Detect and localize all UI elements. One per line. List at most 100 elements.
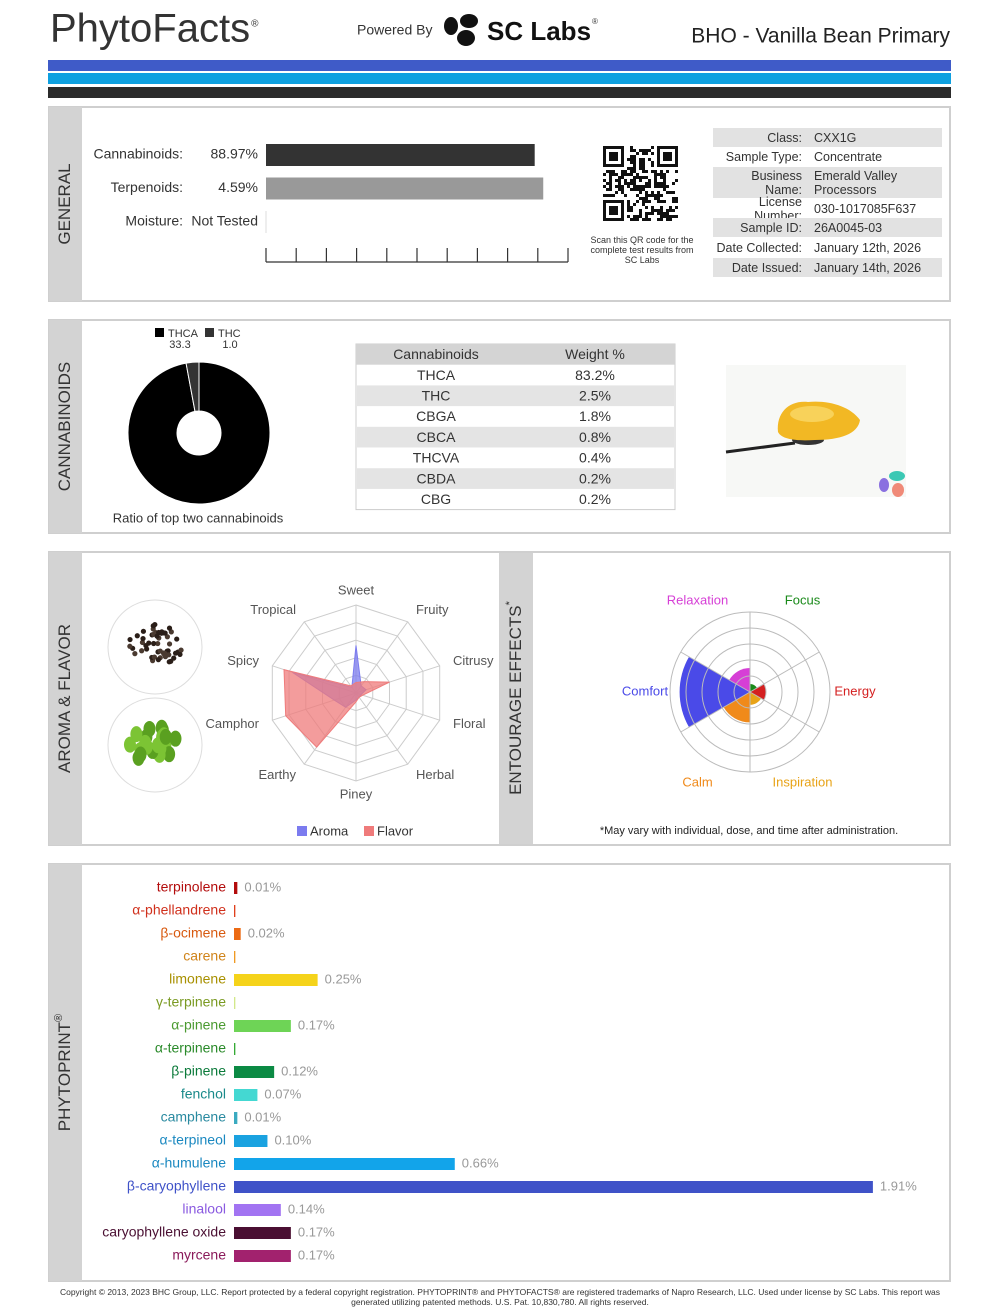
qr-module <box>663 179 666 182</box>
qr-module <box>645 206 648 209</box>
info-row: Sample Type: Concentrate <box>713 147 942 166</box>
qr-module <box>645 212 648 215</box>
radar-axis-label: Spicy <box>227 653 259 668</box>
qr-module <box>633 176 636 179</box>
qr-module <box>654 170 657 173</box>
peppercorn <box>134 633 140 639</box>
legend-swatch <box>297 826 307 836</box>
qr-module <box>609 188 612 191</box>
table-cell: THCA <box>417 367 456 383</box>
table-cell: CBG <box>421 491 451 507</box>
terpene-bar <box>234 1043 236 1055</box>
polar-spoke <box>680 651 751 693</box>
qr-module <box>606 182 609 185</box>
qr-finder <box>603 200 624 221</box>
qr-module <box>630 188 633 191</box>
qr-module <box>660 182 663 185</box>
peppercorn <box>166 641 173 647</box>
section-strip <box>49 864 82 1281</box>
legend-label: Flavor <box>377 823 414 838</box>
qr-module <box>630 173 633 176</box>
radar-axis-label: Sweet <box>338 582 375 597</box>
qr-module <box>657 185 660 188</box>
qr-module <box>639 176 642 179</box>
qr-module <box>609 173 612 176</box>
table-cell: 0.2% <box>579 470 611 486</box>
qr-module <box>642 197 645 200</box>
qr-module <box>645 185 648 188</box>
lab-mark: ® <box>592 17 598 26</box>
qr-module <box>660 200 663 203</box>
qr-module <box>633 155 636 158</box>
section-label: PHYTOPRINT® <box>53 1014 75 1131</box>
section-label-text: GENERAL <box>55 163 74 244</box>
terpene-bar <box>234 1135 268 1147</box>
brand: PhytoFacts <box>50 7 250 51</box>
qr-code <box>603 146 678 221</box>
qr-module <box>618 182 621 185</box>
qr-module <box>624 194 627 197</box>
qr-module <box>612 170 615 173</box>
terpene-name: α-phellandrene <box>132 902 226 918</box>
qr-module <box>636 218 639 221</box>
qr-module <box>672 209 675 212</box>
qr-module <box>636 152 639 155</box>
footer: Copyright © 2013, 2023 BHC Group, LLC. R… <box>59 1287 941 1307</box>
qr-module <box>624 179 627 182</box>
terpene-bar <box>234 1250 291 1262</box>
qr-module <box>642 167 645 170</box>
info-value: 030-1017085F637 <box>814 201 917 216</box>
qr-module <box>633 149 636 152</box>
qr-module <box>657 200 660 203</box>
qr-module <box>627 203 630 206</box>
section-label-mark: * <box>504 600 516 605</box>
qr-module <box>627 200 630 203</box>
qr-module <box>636 185 639 188</box>
terpene-name: myrcene <box>172 1247 226 1263</box>
info-row: Sample ID: 26A0045-03 <box>713 218 942 237</box>
terpene-value-label: 0.01% <box>244 1109 281 1124</box>
qr-finder <box>657 146 678 167</box>
peppercorn <box>162 654 169 660</box>
qr-module <box>615 179 618 182</box>
qr-module <box>603 185 606 188</box>
peppercorn <box>140 628 147 634</box>
qr-module <box>645 191 648 194</box>
qr-module <box>639 188 642 191</box>
qr-module <box>624 182 627 185</box>
table-header-cell: Cannabinoids <box>393 346 479 362</box>
info-value: January 14th, 2026 <box>814 260 922 275</box>
qr-module <box>660 209 663 212</box>
qr-module <box>630 149 633 152</box>
qr-module <box>642 176 645 179</box>
terpene-bar <box>234 882 238 894</box>
qr-module <box>654 179 657 182</box>
lab-name: SC Labs <box>487 16 591 46</box>
section-label: AROMA & FLAVOR <box>55 624 74 773</box>
table-cell: 0.8% <box>579 429 611 445</box>
qr-module <box>645 176 648 179</box>
bar-label: Terpenoids: <box>111 179 183 195</box>
qr-module <box>615 191 618 194</box>
qr-module <box>630 170 633 173</box>
terpene-bar <box>234 974 318 986</box>
qr-module <box>630 182 633 185</box>
qr-module <box>666 215 669 218</box>
qr-module <box>660 194 663 197</box>
qr-module <box>654 176 657 179</box>
qr-module <box>657 197 660 200</box>
legend-swatch <box>205 328 214 337</box>
stripe <box>48 73 951 84</box>
hops-image <box>107 697 203 793</box>
qr-module <box>672 182 675 185</box>
qr-module <box>606 188 609 191</box>
table-row-shade <box>357 385 674 407</box>
terpene-bar <box>234 905 236 917</box>
table-header-cell: Weight % <box>565 346 625 362</box>
polar-spoke <box>749 651 820 693</box>
info-row: Date Issued: January 14th, 2026 <box>713 258 942 277</box>
qr-module <box>630 179 633 182</box>
qr-module <box>621 191 624 194</box>
